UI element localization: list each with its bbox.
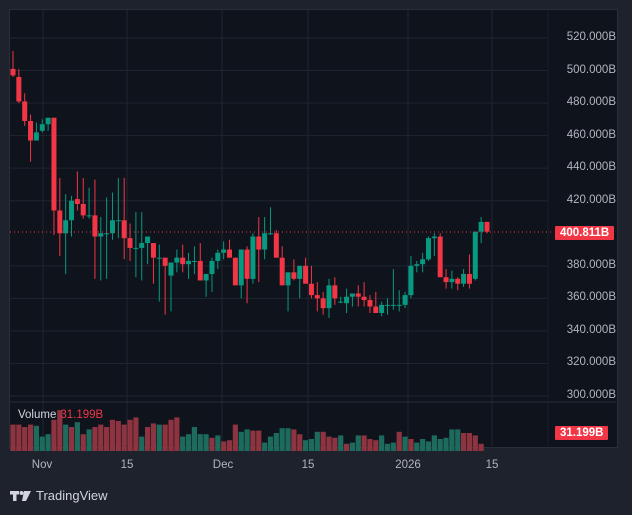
time-tick: 15 xyxy=(120,459,134,471)
price-tick: 480.000B xyxy=(566,96,616,109)
price-tick: 300.000B xyxy=(566,389,616,401)
time-tick: 15 xyxy=(301,459,315,471)
volume-legend-label: Volume xyxy=(18,409,57,421)
price-tick: 520.000B xyxy=(566,31,616,43)
tradingview-logo[interactable]: TradingView xyxy=(10,488,108,503)
time-tick: Dec xyxy=(212,459,234,471)
price-tick: 380.000B xyxy=(566,258,616,271)
price-tick: 420.000B xyxy=(566,193,616,206)
price-tick: 320.000B xyxy=(566,356,616,369)
time-tick: 15 xyxy=(485,459,499,471)
price-tick: 500.000B xyxy=(566,63,616,76)
volume-legend-value: 31.199B xyxy=(60,409,104,421)
last-price-badge: 400.811B xyxy=(555,226,615,240)
volume-legend: Volume 31.199B xyxy=(18,409,103,421)
time-tick: 2026 xyxy=(395,459,421,471)
tradingview-logo-icon xyxy=(10,490,31,501)
price-tick: 460.000B xyxy=(566,128,616,141)
volume-badge: 31.199B xyxy=(555,426,609,440)
time-tick: Nov xyxy=(31,459,53,471)
price-tick: 340.000B xyxy=(566,323,616,336)
brand-name: TradingView xyxy=(36,488,108,503)
price-tick: 360.000B xyxy=(566,291,616,304)
price-tick: 440.000B xyxy=(566,161,616,174)
